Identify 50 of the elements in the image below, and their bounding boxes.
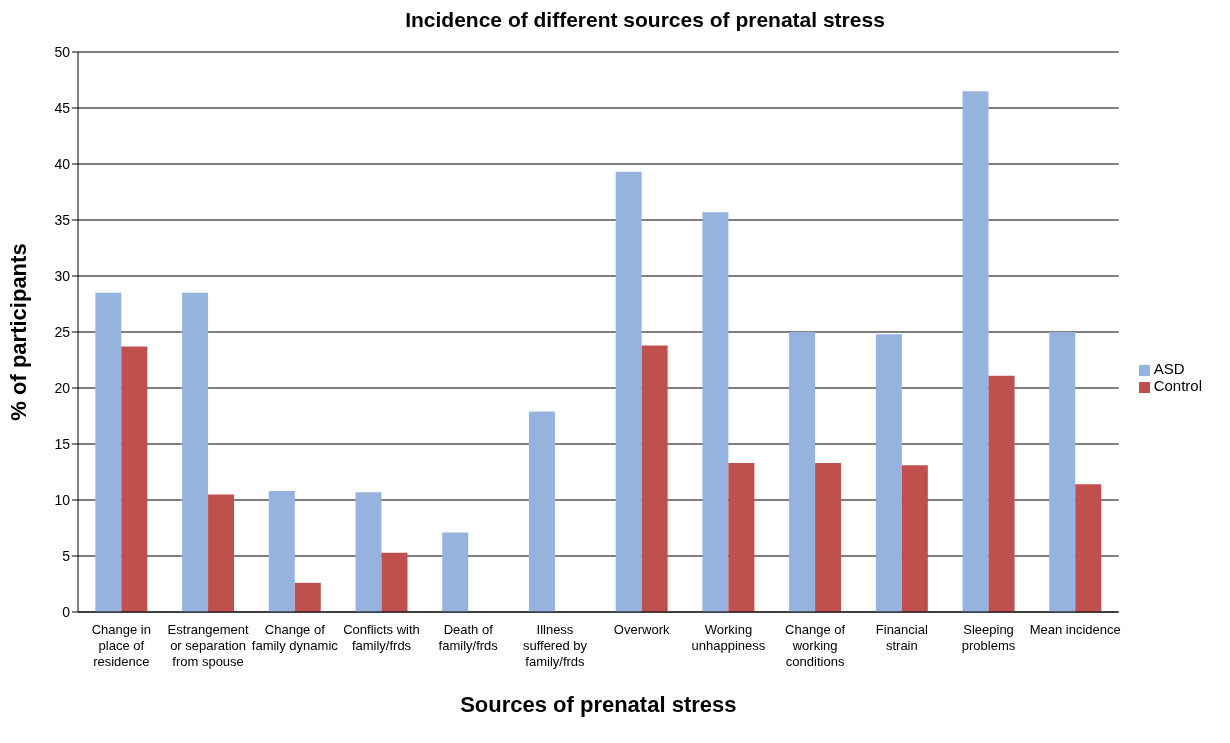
bar — [182, 292, 209, 612]
y-tick-label: 0 — [62, 603, 71, 620]
bar — [1075, 484, 1102, 612]
y-tick-label: 40 — [54, 155, 71, 172]
x-tick-label: Change of working conditions — [785, 622, 846, 669]
y-tick-label: 35 — [54, 211, 71, 228]
x-tick-label: Death of family/frds — [438, 622, 499, 653]
bar — [294, 582, 321, 612]
x-tick-label: Illness suffered by family/frds — [522, 622, 588, 669]
y-tick-label: 15 — [54, 435, 71, 452]
bar — [121, 346, 148, 612]
y-tick-label: 5 — [62, 547, 71, 564]
bar — [208, 494, 235, 612]
x-tick-label: Working unhappiness — [691, 622, 766, 653]
chart-title: Incidence of different sources of prenatal stress — [404, 8, 886, 32]
bar — [381, 552, 408, 612]
bar — [901, 465, 928, 612]
bar — [815, 463, 842, 612]
bar — [875, 334, 902, 612]
y-tick-label: 20 — [54, 379, 71, 396]
bar — [442, 532, 469, 612]
bar — [789, 332, 816, 612]
bar — [95, 292, 122, 612]
bar — [1049, 332, 1076, 612]
bar — [641, 345, 668, 612]
bar — [702, 212, 729, 612]
x-tick-label: Overwork — [613, 622, 670, 637]
bar — [268, 491, 295, 612]
y-tick-label: 30 — [54, 267, 71, 284]
legend-label: Control — [1153, 377, 1202, 394]
x-axis-title: Sources of prenatal stress — [460, 692, 737, 717]
x-tick-label: Financial strain — [875, 622, 928, 653]
x-tick-label: Change in place of residence — [91, 622, 151, 669]
x-tick-label: Sleeping problems — [961, 622, 1016, 653]
y-tick-label: 25 — [54, 323, 71, 340]
legend-label: ASD — [1153, 360, 1185, 377]
x-tick-label: Conflicts with family/frds — [343, 622, 420, 653]
y-tick-label: 50 — [54, 43, 71, 60]
y-axis-title: % of participants — [5, 243, 31, 421]
x-tick-label: Estrangement or separation from spouse — [167, 622, 249, 669]
y-tick-label: 10 — [54, 491, 71, 508]
bar — [355, 492, 382, 612]
bar — [962, 91, 989, 612]
bar — [615, 171, 642, 612]
y-tick-label: 45 — [54, 99, 71, 116]
bar — [728, 463, 755, 612]
x-tick-label: Mean incidence — [1029, 622, 1121, 637]
bar — [988, 375, 1015, 612]
bar — [528, 411, 555, 612]
x-tick-label: Change of family dynamic — [251, 622, 339, 653]
